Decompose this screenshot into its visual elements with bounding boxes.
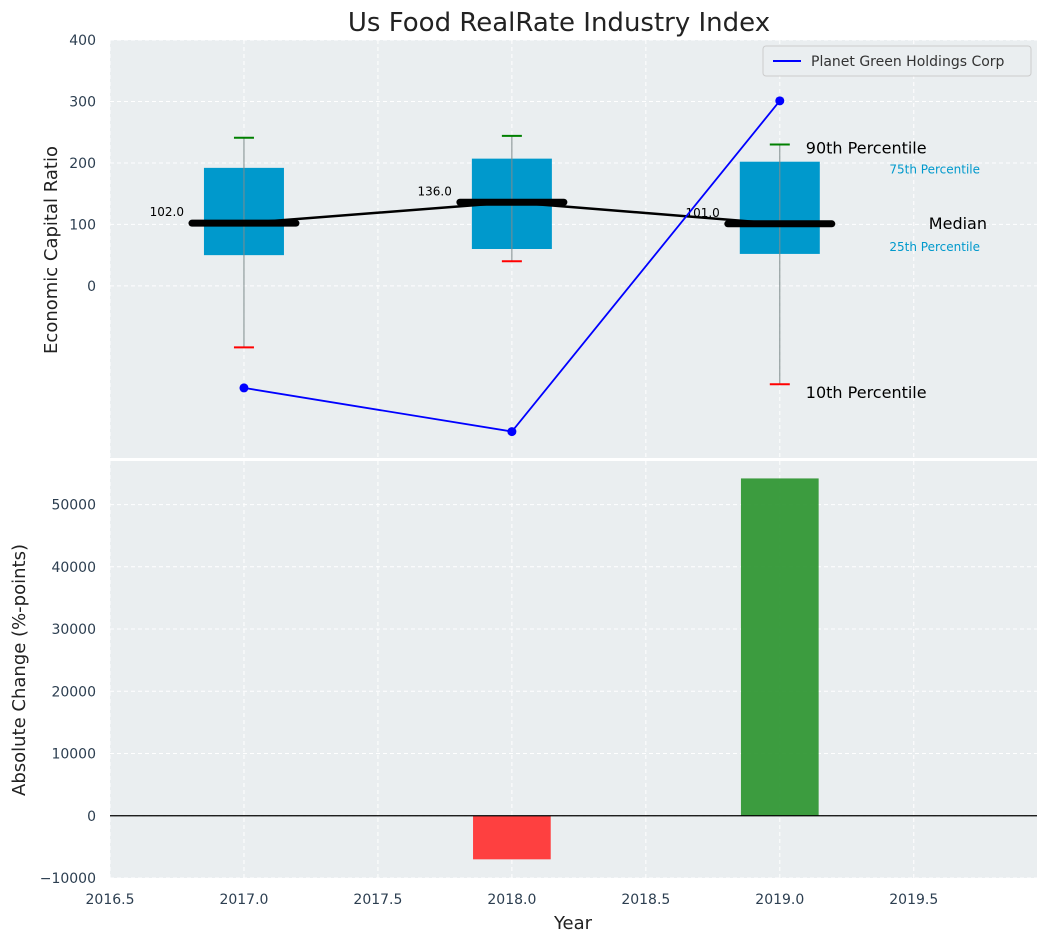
top-y-tick-label: 200 xyxy=(69,156,96,172)
legend-label: Planet Green Holdings Corp xyxy=(811,54,1005,70)
bottom-y-tick-label: 50000 xyxy=(51,498,96,514)
series-point xyxy=(507,427,517,437)
chart-title: Us Food RealRate Industry Index xyxy=(348,8,770,38)
bottom-y-tick-label: 0 xyxy=(87,809,96,825)
series-point xyxy=(775,96,785,106)
top-y-tick-label: 0 xyxy=(87,279,96,295)
x-axis-label: Year xyxy=(553,913,593,934)
annotation-p25: 25th Percentile xyxy=(889,240,980,254)
median-value-label: 102.0 xyxy=(150,205,184,219)
series-point xyxy=(239,383,249,393)
bottom-y-tick-label: 20000 xyxy=(51,684,96,700)
annotation-p75: 75th Percentile xyxy=(889,163,980,177)
x-tick-label: 2016.5 xyxy=(86,892,135,908)
x-tick-label: 2019.0 xyxy=(755,892,804,908)
x-tick-label: 2018.5 xyxy=(621,892,670,908)
bottom-y-axis-label: Absolute Change (%-points) xyxy=(9,544,30,796)
x-tick-label: 2017.5 xyxy=(353,892,402,908)
annotation-p10: 10th Percentile xyxy=(806,383,927,402)
x-tick-label: 2017.0 xyxy=(219,892,268,908)
legend-box xyxy=(762,45,1032,77)
bottom-y-tick-label: 10000 xyxy=(51,747,96,763)
median-trend-line xyxy=(243,201,780,226)
top-y-tick-label: 400 xyxy=(69,33,96,49)
bottom-y-tick-label: 40000 xyxy=(51,560,96,576)
annotation-median: Median xyxy=(929,214,987,233)
annotation-p90: 90th Percentile xyxy=(806,139,927,158)
bottom-y-tick-label: −10000 xyxy=(40,871,96,887)
top-y-tick-label: 100 xyxy=(69,217,96,233)
bottom-y-tick-label: 30000 xyxy=(51,622,96,638)
plot-layer: 0 100 200 300 400 −10000 0 10000 20000 30000 40000… xyxy=(40,33,1037,908)
x-tick-label: 2019.5 xyxy=(889,892,938,908)
top-y-tick-label: 300 xyxy=(69,94,96,110)
median-value-label: 136.0 xyxy=(418,184,452,198)
x-tick-label: 2018.0 xyxy=(487,892,536,908)
change-bar xyxy=(473,815,551,860)
change-bar xyxy=(740,478,819,816)
bottom-plot-area xyxy=(110,461,1037,878)
top-y-axis-label: Economic Capital Ratio xyxy=(41,146,62,354)
